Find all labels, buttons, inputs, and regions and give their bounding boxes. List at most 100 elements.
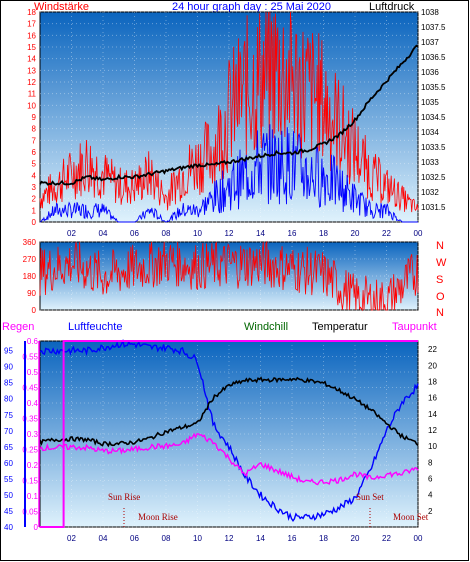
rain-tick: 0 xyxy=(34,523,39,532)
wind-direction-axes: 0 90 180 270 360 xyxy=(23,238,37,315)
wind-speed-tick: 5 xyxy=(32,160,37,169)
wind-speed-tick: 15 xyxy=(27,43,36,52)
temperature-tick: 2 xyxy=(428,507,433,516)
x-tick-label: 18 xyxy=(319,534,328,543)
wind-speed-tick: 3 xyxy=(32,183,37,192)
wind-speed-tick: 17 xyxy=(27,20,36,29)
temp-humidity-axes: 0 0.05 0.1 0.15 0.2 0.25 0.3 0.35 0.4 0.45 0.5 0.55… xyxy=(4,337,437,543)
astro-markers xyxy=(123,508,371,527)
temperature-tick: 14 xyxy=(428,410,437,419)
rain-tick: 0.35 xyxy=(22,415,38,424)
wind-speed-tick: 9 xyxy=(32,113,37,122)
pressure-tick: 1032 xyxy=(421,188,439,197)
pressure-tick: 1035.5 xyxy=(421,83,446,92)
pressure-tick: 1033 xyxy=(421,158,439,167)
wind-speed-tick: 12 xyxy=(27,78,36,87)
rain-tick: 0.05 xyxy=(22,508,38,517)
wind-speed-tick: 8 xyxy=(32,125,37,134)
wind-direction-series xyxy=(39,240,419,312)
temperature-tick: 4 xyxy=(428,491,433,500)
temp-humidity-panel xyxy=(39,340,419,528)
x-tick-label: 20 xyxy=(351,534,360,543)
x-tick-label: 06 xyxy=(130,534,139,543)
x-tick-label: 14 xyxy=(256,229,265,238)
humidity-tick: 75 xyxy=(4,411,13,420)
series-rain xyxy=(40,340,418,528)
humidity-tick: 50 xyxy=(4,491,13,500)
wind-speed-tick: 18 xyxy=(27,8,36,17)
temperature-tick: 20 xyxy=(428,361,437,370)
moon-rise-label: Moon Rise xyxy=(138,512,178,522)
x-tick-label: 12 xyxy=(225,229,234,238)
wind-speed-tick: 0 xyxy=(32,218,37,227)
direction-letter-4: O xyxy=(436,291,445,303)
temp-humidity-series xyxy=(39,338,419,528)
pressure-tick: 1036 xyxy=(421,68,439,77)
rain-tick: 0.2 xyxy=(27,461,39,470)
wind-pressure-axes: 01234567891011121314151617181031.5103210… xyxy=(27,8,446,238)
wind-speed-tick: 13 xyxy=(27,66,36,75)
wind-speed-tick: 16 xyxy=(27,31,36,40)
legend-rain: Regen xyxy=(2,321,34,333)
humidity-tick: 40 xyxy=(4,523,13,532)
direction-letter-2: W xyxy=(436,257,447,269)
pressure-tick: 1037.5 xyxy=(421,23,446,32)
legend-temperature: Temperatur xyxy=(312,321,368,333)
wind-speed-tick: 11 xyxy=(28,90,37,99)
series-temperature xyxy=(39,376,419,448)
rain-tick: 0.1 xyxy=(27,492,39,501)
wind-direction-grid xyxy=(40,241,419,311)
direction-tick: 360 xyxy=(23,238,37,247)
temperature-tick: 16 xyxy=(428,394,437,403)
x-tick-label: 16 xyxy=(288,534,297,543)
wind-speed-tick: 7 xyxy=(32,136,37,145)
rain-tick: 0.25 xyxy=(22,446,38,455)
series-direction xyxy=(39,240,419,312)
pressure-tick: 1036.5 xyxy=(421,53,446,62)
direction-letter-3: S xyxy=(436,274,443,286)
x-tick-label: 20 xyxy=(351,229,360,238)
temperature-tick: 6 xyxy=(428,474,433,483)
x-tick-label: 22 xyxy=(382,229,391,238)
wind-speed-tick: 2 xyxy=(32,195,37,204)
direction-tick: 180 xyxy=(23,272,37,281)
x-tick-label: 00 xyxy=(414,229,423,238)
humidity-tick: 95 xyxy=(4,347,13,356)
wind-speed-tick: 1 xyxy=(32,206,37,215)
rain-tick: 0.6 xyxy=(27,337,39,346)
pressure-tick: 1033.5 xyxy=(421,143,446,152)
moon-set-label: Moon Set xyxy=(393,512,429,522)
x-tick-label: 16 xyxy=(288,229,297,238)
temperature-tick: 22 xyxy=(428,345,437,354)
series-wind-avg xyxy=(39,124,418,223)
wind-pressure-series xyxy=(39,11,419,223)
x-tick-label: 14 xyxy=(256,534,265,543)
humidity-tick: 80 xyxy=(4,395,13,404)
humidity-tick: 60 xyxy=(4,459,13,468)
x-tick-label: 04 xyxy=(99,229,108,238)
series-pressure xyxy=(39,44,419,186)
humidity-tick: 70 xyxy=(4,427,13,436)
wind-speed-tick: 4 xyxy=(32,171,37,180)
x-tick-label: 00 xyxy=(414,534,423,543)
legend-humidity: Luftfeuchte xyxy=(68,321,122,333)
x-tick-label: 10 xyxy=(193,534,202,543)
humidity-tick: 55 xyxy=(4,475,13,484)
direction-letter-1: N xyxy=(436,240,444,252)
temperature-tick: 10 xyxy=(428,442,437,451)
x-tick-label: 08 xyxy=(162,229,171,238)
x-tick-label: 02 xyxy=(67,229,76,238)
pressure-tick: 1035 xyxy=(421,98,439,107)
pressure-label: Luftdruck xyxy=(369,1,415,13)
pressure-tick: 1034.5 xyxy=(421,113,446,122)
legend-dewpoint: Taupunkt xyxy=(392,321,437,333)
pressure-tick: 1038 xyxy=(421,8,439,17)
chart-title: 24 hour graph day : 25 Mai 2020 xyxy=(172,1,331,13)
sun-rise-label: Sun Rise xyxy=(108,492,140,502)
rain-tick: 0.5 xyxy=(27,368,39,377)
pressure-tick: 1037 xyxy=(421,38,439,47)
pressure-tick: 1031.5 xyxy=(421,203,446,212)
